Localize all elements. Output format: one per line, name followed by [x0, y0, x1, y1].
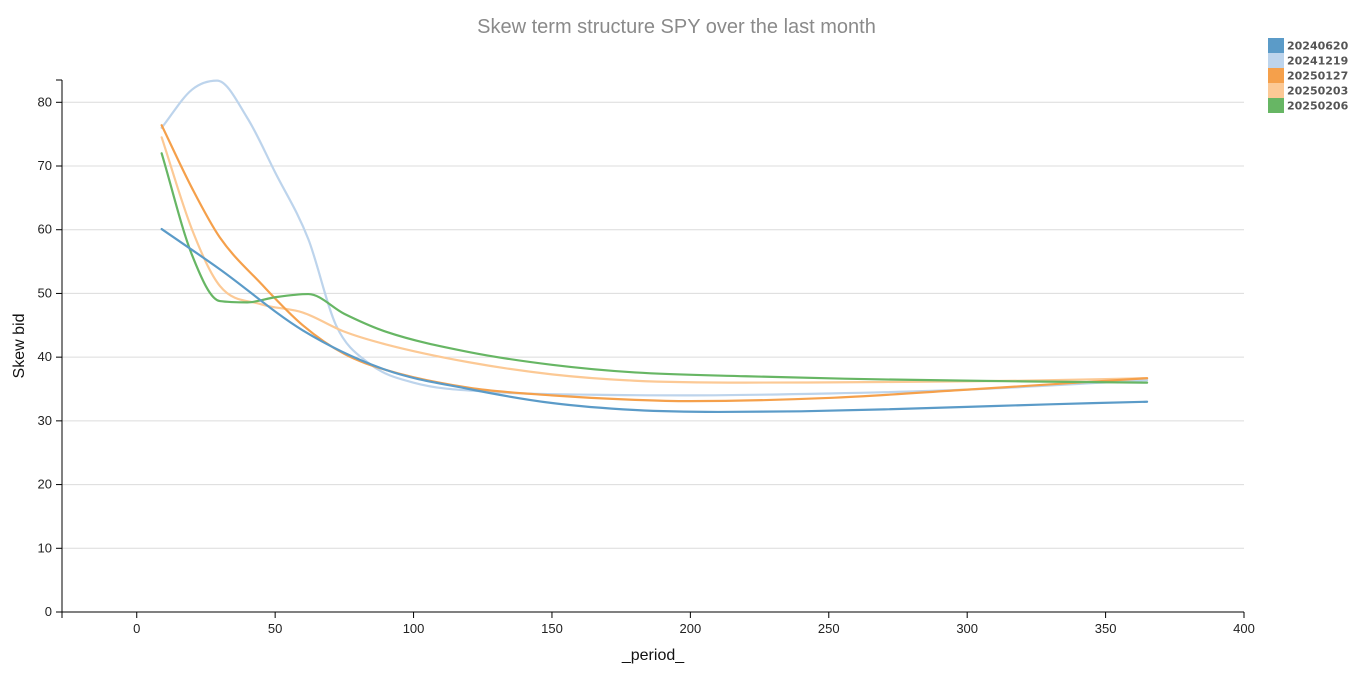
- x-tick-label: 150: [541, 621, 563, 636]
- y-axis-label: Skew bid: [11, 314, 28, 379]
- x-tick-label: 350: [1095, 621, 1117, 636]
- x-tick-label: 300: [956, 621, 978, 636]
- y-tick-label: 30: [38, 413, 52, 428]
- series-line-20250206: [160, 152, 1149, 384]
- series-line-20250203: [160, 136, 1149, 384]
- legend-swatch-20250127: [1268, 68, 1284, 83]
- x-tick-label: 400: [1233, 621, 1255, 636]
- legend-swatch-20250206: [1268, 98, 1284, 113]
- y-tick-label: 40: [38, 349, 52, 364]
- legend-label-20250206: 20250206: [1287, 100, 1349, 113]
- y-tick-label: 80: [38, 94, 52, 109]
- x-tick-label: 100: [403, 621, 425, 636]
- legend: 20240620 20241219 20250127 20250203 20250206: [1268, 38, 1349, 113]
- legend-swatch-20250203: [1268, 83, 1284, 98]
- x-axis-label: _period_: [621, 647, 685, 664]
- legend-label-20250127: 20250127: [1287, 70, 1348, 83]
- x-tick-label: 50: [268, 621, 282, 636]
- legend-swatch-20241219: [1268, 53, 1284, 68]
- y-tick-label: 70: [38, 158, 52, 173]
- y-tick-label: 60: [38, 222, 52, 237]
- legend-label-20250203: 20250203: [1287, 85, 1348, 98]
- axes: 0 10 20 30 40 50 60 70 80 0 50 100 150 200 250 300 350 40…: [38, 79, 1255, 636]
- series-line-20241219: [160, 79, 1149, 397]
- legend-label-20240620: 20240620: [1287, 40, 1349, 53]
- series-lines: [160, 79, 1149, 414]
- y-tick-label: 50: [38, 285, 52, 300]
- series-line-20250127: [160, 124, 1149, 403]
- series-line-20240620: [160, 227, 1149, 414]
- x-tick-label: 0: [133, 621, 140, 636]
- x-tick-label: 250: [818, 621, 840, 636]
- chart-title: Skew term structure SPY over the last mo…: [477, 16, 876, 38]
- x-tick-label: 200: [680, 621, 702, 636]
- grid-lines: [62, 101, 1244, 549]
- y-tick-label: 20: [38, 477, 52, 492]
- y-tick-label: 0: [45, 604, 52, 619]
- legend-swatch-20240620: [1268, 38, 1284, 53]
- legend-label-20241219: 20241219: [1287, 55, 1348, 68]
- y-tick-label: 10: [38, 540, 52, 555]
